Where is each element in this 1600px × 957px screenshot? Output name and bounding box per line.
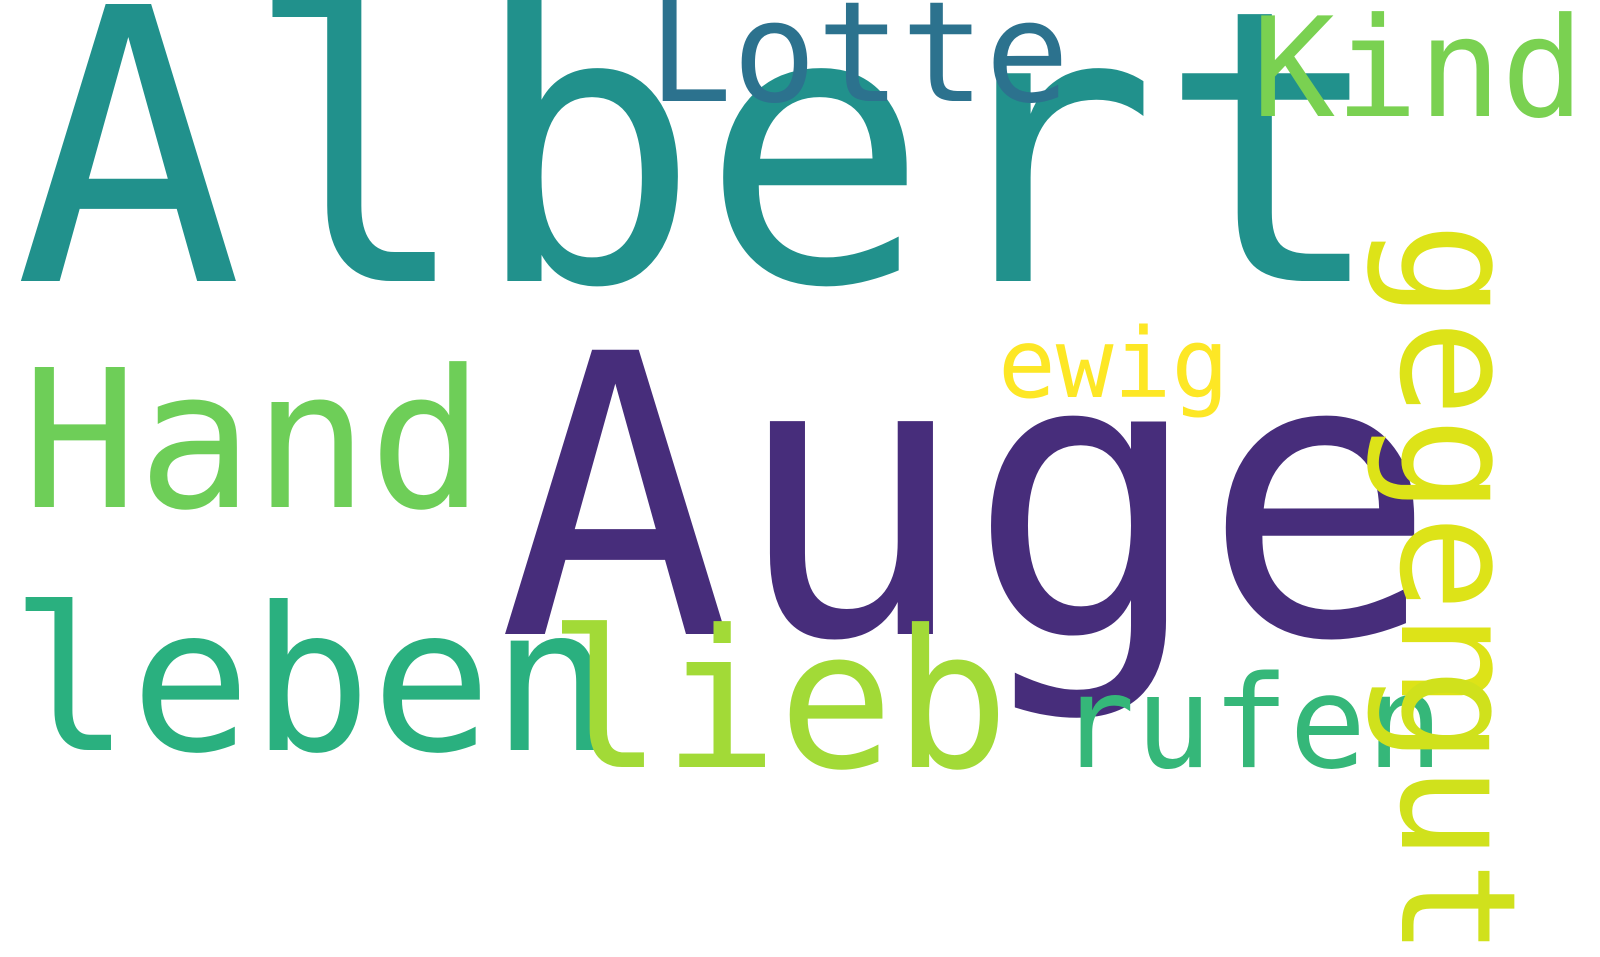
word-hand: Hand bbox=[22, 330, 485, 553]
word-gegen: gegen bbox=[1363, 222, 1551, 710]
word-auge: Auge bbox=[498, 272, 1438, 726]
word-ewig: ewig bbox=[998, 308, 1230, 420]
word-lieb: lieb bbox=[547, 590, 1010, 813]
word-leben: leben bbox=[10, 565, 613, 798]
word-rufen: rufen bbox=[1058, 649, 1444, 798]
word-lotte: Lotte bbox=[648, 0, 1070, 135]
word-albert: Albert bbox=[14, 0, 1387, 371]
word-gut: gut bbox=[1364, 668, 1551, 957]
word-kind: Kind bbox=[1252, 0, 1585, 149]
